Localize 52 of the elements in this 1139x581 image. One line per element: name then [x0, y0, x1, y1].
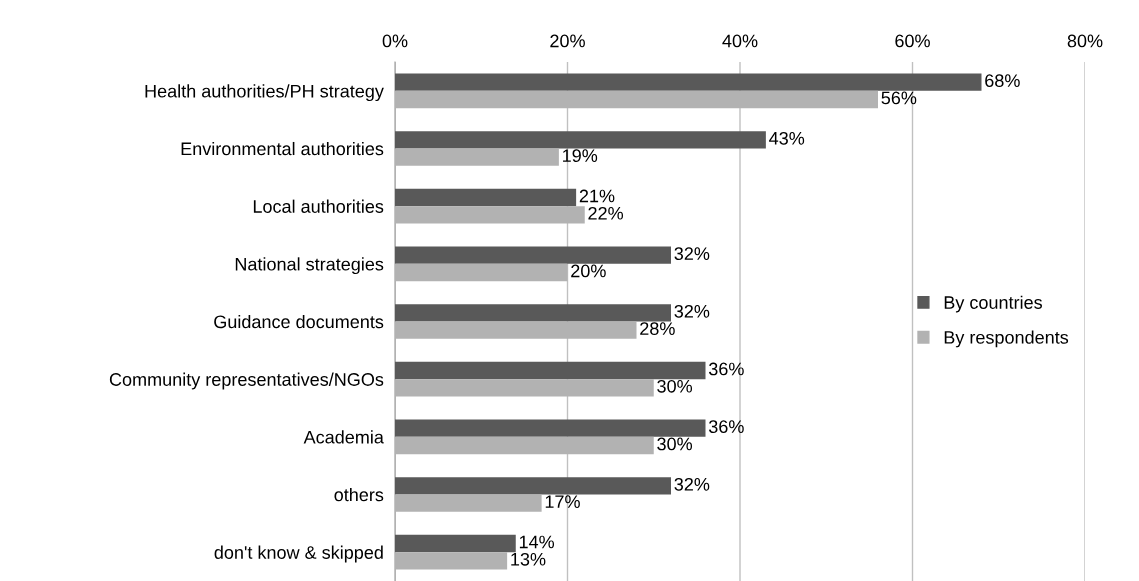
bar [395, 477, 671, 495]
data-label: 32% [674, 247, 710, 261]
data-label: 68% [985, 74, 1020, 88]
data-label: 14% [519, 535, 555, 549]
bar [395, 552, 508, 570]
y-tick-label: Community representatives/NGOs [109, 372, 384, 390]
data-label: 43% [769, 131, 805, 145]
y-tick-label: Local authorities [253, 199, 384, 213]
bar [395, 304, 671, 322]
x-tick-label: 20% [550, 34, 585, 48]
x-tick-label: 60% [895, 34, 930, 48]
data-label: 32% [674, 304, 710, 318]
bar [395, 379, 654, 397]
data-label: 17% [545, 495, 580, 508]
y-tick-label: Guidance documents [214, 314, 384, 329]
data-label: 21% [579, 189, 615, 203]
legend-label: By countries [944, 295, 1042, 313]
x-tick-label: 40% [722, 34, 758, 48]
y-tick-label: Academia [303, 430, 384, 444]
bar [395, 361, 706, 380]
bar [395, 534, 516, 553]
x-tick-label: 0% [382, 34, 408, 48]
data-label: 30% [657, 437, 693, 451]
bar [395, 246, 671, 264]
data-label: 32% [674, 477, 710, 491]
bar [395, 321, 637, 339]
y-tick-label: Environmental authorities [181, 141, 384, 156]
bar [395, 131, 766, 149]
y-tick-label: don't know & skipped [214, 545, 383, 563]
bar [395, 73, 982, 91]
bar [395, 90, 878, 109]
data-label: 56% [881, 91, 917, 105]
legend-label: By respondents [944, 330, 1069, 348]
bar [395, 206, 585, 224]
data-label: 30% [657, 379, 693, 393]
y-tick-label: Health authorities/PH strategy [145, 84, 384, 102]
data-label: 22% [588, 206, 624, 220]
data-label: 28% [640, 322, 675, 335]
bar [395, 436, 654, 455]
bar [395, 494, 542, 512]
bar [395, 419, 706, 437]
y-tick-label: National strategies [235, 257, 384, 275]
y-tick-label: others [334, 487, 384, 502]
bar [395, 188, 577, 207]
data-label: 36% [708, 362, 744, 376]
bar [395, 263, 568, 282]
data-label: 13% [511, 552, 546, 566]
data-label: 36% [708, 420, 744, 434]
bar [395, 148, 559, 166]
data-label: 20% [571, 264, 606, 278]
x-tick-label: 80% [1067, 34, 1103, 48]
data-label: 19% [563, 149, 598, 162]
